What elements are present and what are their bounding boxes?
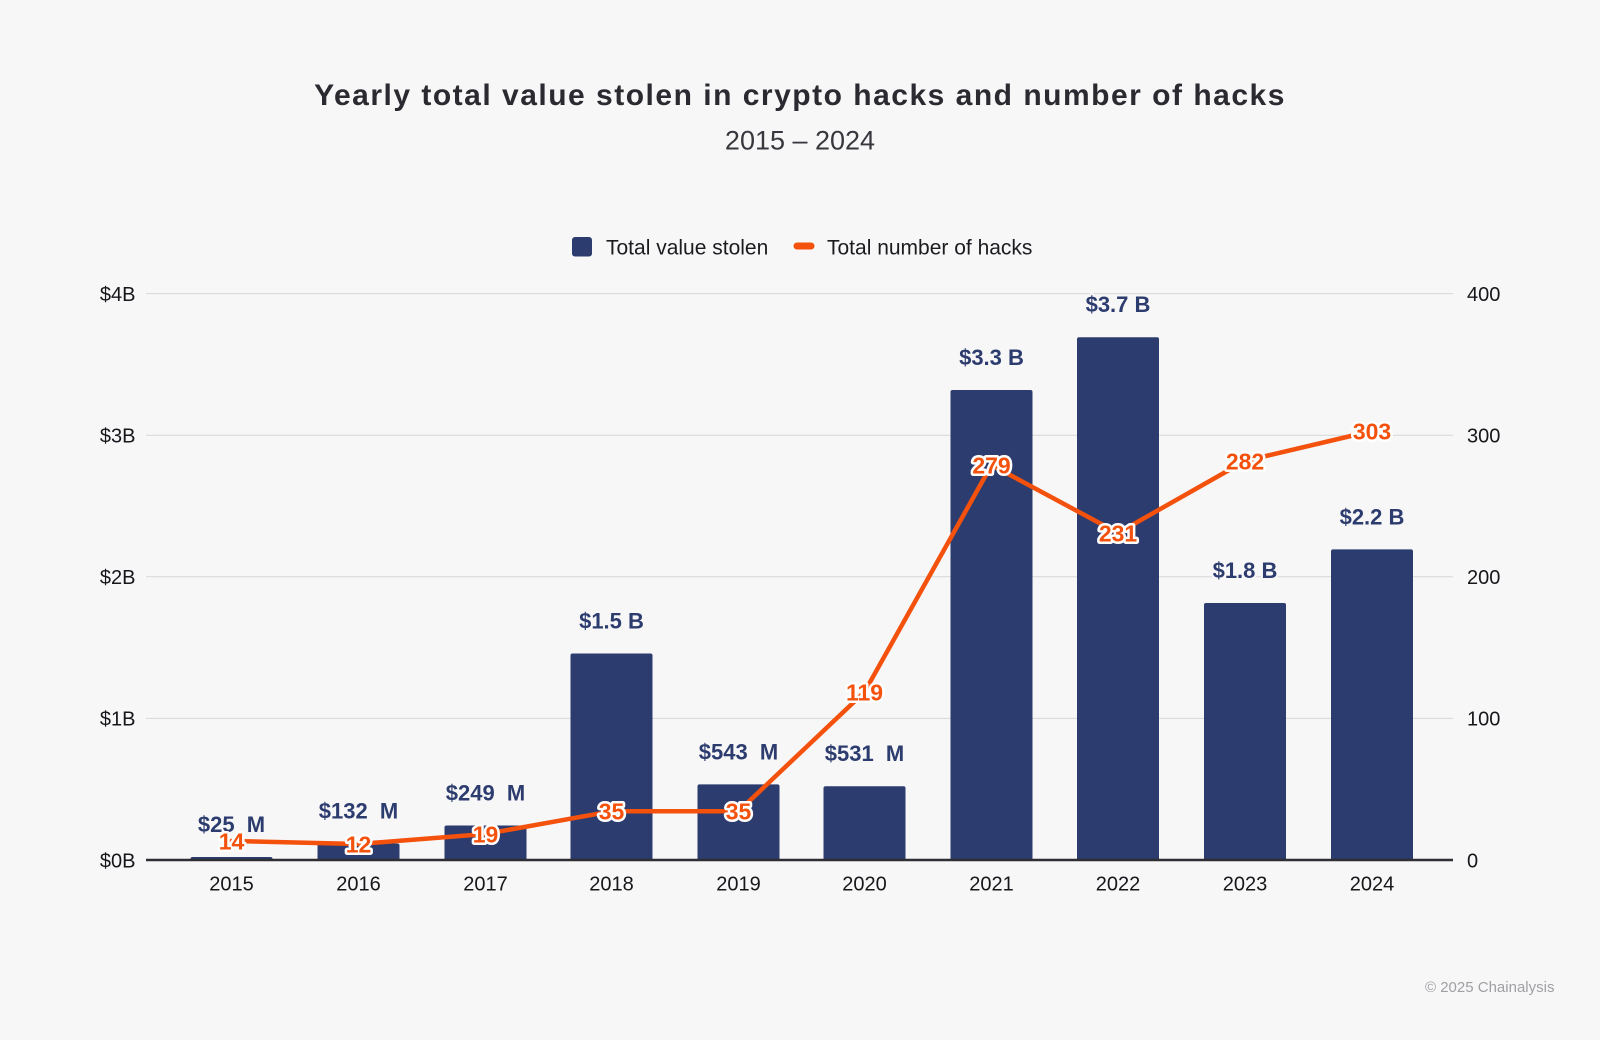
svg-text:Total value stolen: Total value stolen xyxy=(606,237,768,260)
svg-text:$25 M: $25 M xyxy=(198,812,265,837)
svg-text:2021: 2021 xyxy=(969,873,1014,895)
svg-text:$2.2 B: $2.2 B xyxy=(1340,504,1405,529)
svg-text:$4B: $4B xyxy=(100,284,136,306)
svg-text:12: 12 xyxy=(346,831,372,857)
svg-text:2015 – 2024: 2015 – 2024 xyxy=(725,126,875,156)
svg-text:231: 231 xyxy=(1099,520,1138,546)
svg-text:200: 200 xyxy=(1467,567,1500,589)
svg-text:0: 0 xyxy=(1467,850,1478,872)
svg-text:282: 282 xyxy=(1226,448,1264,474)
svg-text:35: 35 xyxy=(599,799,625,825)
svg-text:2022: 2022 xyxy=(1096,873,1141,895)
svg-text:2017: 2017 xyxy=(463,873,508,895)
svg-text:$1.8 B: $1.8 B xyxy=(1213,558,1278,583)
svg-text:2019: 2019 xyxy=(716,873,761,895)
svg-text:300: 300 xyxy=(1467,426,1500,448)
svg-text:35: 35 xyxy=(726,799,752,825)
svg-text:2023: 2023 xyxy=(1223,873,1268,895)
svg-text:$132 M: $132 M xyxy=(319,799,399,824)
svg-text:$543 M: $543 M xyxy=(699,739,779,764)
svg-text:© 2025 Chainalysis: © 2025 Chainalysis xyxy=(1425,979,1554,996)
svg-text:Total number of hacks: Total number of hacks xyxy=(827,237,1032,260)
svg-text:119: 119 xyxy=(846,679,883,705)
svg-text:$1.5 B: $1.5 B xyxy=(579,609,644,634)
svg-text:19: 19 xyxy=(473,821,499,847)
svg-text:14: 14 xyxy=(219,828,245,854)
svg-text:2015: 2015 xyxy=(209,873,254,895)
svg-text:303: 303 xyxy=(1353,418,1391,444)
svg-text:2018: 2018 xyxy=(589,873,634,895)
svg-text:$3.3 B: $3.3 B xyxy=(959,345,1024,370)
svg-text:100: 100 xyxy=(1467,709,1500,731)
svg-text:$3B: $3B xyxy=(100,426,136,448)
svg-text:$1B: $1B xyxy=(100,709,136,731)
svg-text:2020: 2020 xyxy=(842,873,887,895)
svg-text:2016: 2016 xyxy=(336,873,381,895)
svg-text:$0B: $0B xyxy=(100,850,136,872)
svg-text:400: 400 xyxy=(1467,284,1500,306)
svg-text:Yearly total value stolen in c: Yearly total value stolen in crypto hack… xyxy=(314,79,1286,112)
svg-text:$531 M: $531 M xyxy=(825,741,905,766)
svg-text:$3.7 B: $3.7 B xyxy=(1086,292,1151,317)
svg-text:$249 M: $249 M xyxy=(446,781,526,806)
svg-text:2024: 2024 xyxy=(1350,873,1395,895)
svg-text:$2B: $2B xyxy=(100,567,136,589)
svg-text:279: 279 xyxy=(972,452,1010,478)
